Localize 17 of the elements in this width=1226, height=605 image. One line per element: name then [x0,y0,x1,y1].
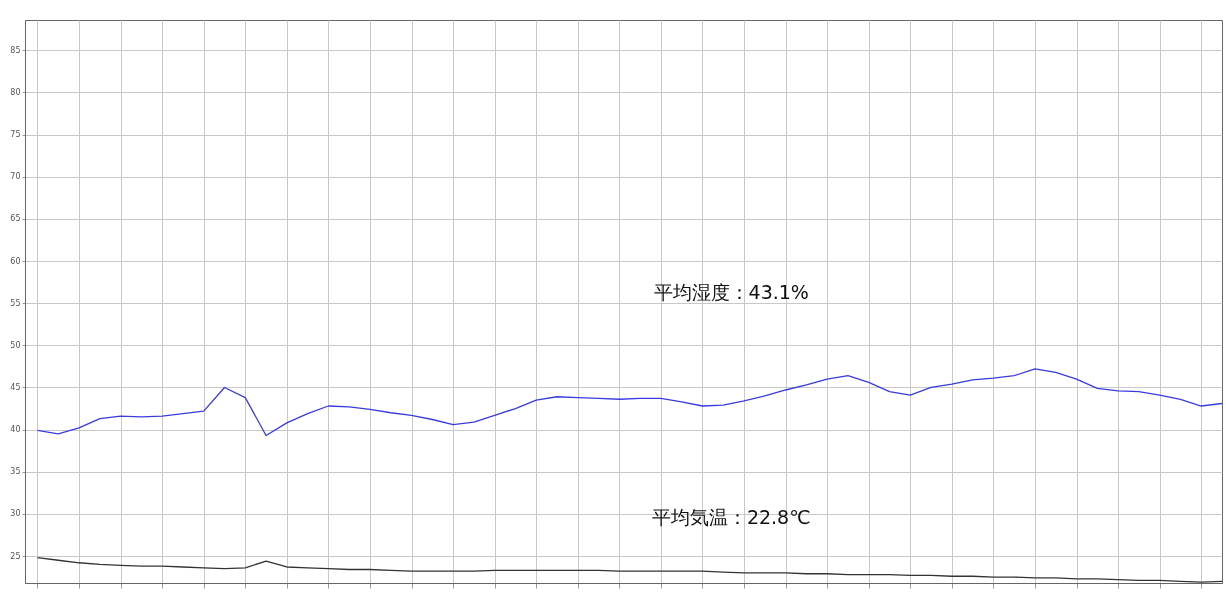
y-tick-label: 65 [10,214,21,224]
y-tick-label: 55 [10,298,21,308]
annotation: 平均気温：22.8℃ [651,506,811,529]
y-tick-label: 30 [10,509,21,519]
y-tick-label: 40 [10,425,21,435]
annotation: 平均湿度：43.1% [653,281,809,304]
y-tick-label: 35 [10,467,21,477]
y-tick-label: 70 [10,172,21,182]
y-tick-label: 45 [10,382,21,392]
line-series [36,368,1222,437]
y-tick-label: 85 [10,45,21,55]
y-tick-label: 25 [10,551,21,561]
y-tick-label: 60 [10,256,21,266]
line-series [36,557,1222,583]
y-tick-label: 80 [10,87,21,97]
y-tick-label: 75 [10,130,21,140]
y-tick-label: 50 [10,340,21,350]
